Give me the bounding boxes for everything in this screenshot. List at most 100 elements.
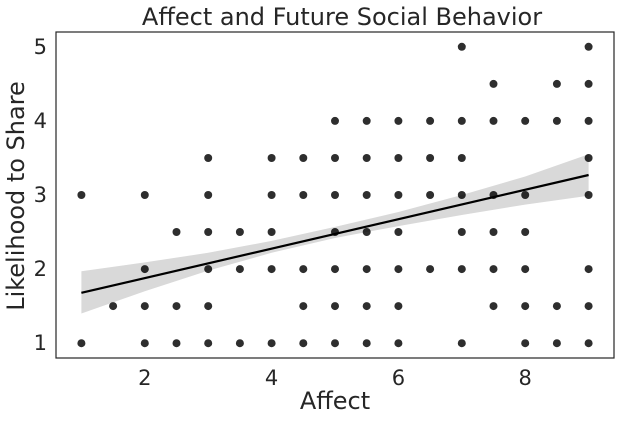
- scatter-point: [584, 42, 593, 51]
- scatter-point: [489, 228, 498, 236]
- scatter-point: [267, 265, 276, 274]
- scatter-point: [489, 79, 498, 88]
- scatter-point: [394, 154, 403, 162]
- plot-area: [77, 42, 593, 348]
- scatter-point: [521, 265, 530, 274]
- scatter-point: [172, 339, 181, 348]
- scatter-point: [521, 302, 530, 311]
- scatter-point: [362, 265, 371, 274]
- scatter-point: [394, 339, 403, 348]
- scatter-point: [331, 191, 339, 199]
- y-tick-label: 4: [34, 109, 47, 133]
- scatter-point: [552, 339, 561, 348]
- scatter-point: [584, 154, 593, 162]
- scatter-point: [457, 154, 466, 162]
- scatter-point: [457, 116, 466, 125]
- regression-line: [81, 173, 589, 294]
- y-tick-label: 1: [34, 331, 47, 355]
- scatter-point: [457, 339, 466, 348]
- scatter-point: [457, 42, 466, 51]
- scatter-point: [584, 265, 593, 274]
- scatter-point: [426, 116, 435, 125]
- y-tick-label: 5: [34, 35, 47, 59]
- scatter-point: [77, 339, 86, 348]
- scatter-point: [426, 191, 435, 199]
- scatter-point: [267, 339, 276, 348]
- scatter-point: [204, 154, 213, 162]
- scatter-point: [394, 228, 403, 236]
- chart-title: Affect and Future Social Behavior: [142, 3, 542, 31]
- scatter-point: [299, 302, 308, 311]
- scatter-point: [394, 191, 403, 199]
- scatter-point: [489, 302, 498, 311]
- scatter-point: [489, 116, 498, 125]
- scatter-point: [299, 154, 308, 162]
- scatter-point: [331, 265, 339, 274]
- scatter-point: [584, 191, 593, 199]
- scatter-point: [109, 302, 118, 311]
- x-tick-label: 2: [138, 366, 151, 390]
- scatter-point: [426, 265, 435, 274]
- scatter-point: [457, 228, 466, 236]
- scatter-point: [235, 228, 244, 236]
- scatter-point: [140, 302, 149, 311]
- scatter-point: [552, 79, 561, 88]
- scatter-point: [394, 265, 403, 274]
- scatter-point: [235, 265, 244, 274]
- scatter-point: [204, 228, 213, 236]
- x-tick-label: 6: [392, 366, 405, 390]
- x-axis-label: Affect: [300, 387, 370, 415]
- scatter-point: [267, 191, 276, 199]
- x-tick-label: 8: [519, 366, 532, 390]
- scatter-point: [521, 228, 530, 236]
- scatter-point: [584, 116, 593, 125]
- scatter-point: [140, 339, 149, 348]
- scatter-point: [204, 302, 213, 311]
- scatter-point: [489, 265, 498, 274]
- scatter-point: [299, 339, 308, 348]
- scatter-point: [394, 302, 403, 311]
- scatter-point: [521, 339, 530, 348]
- scatter-point: [77, 191, 86, 199]
- scatter-point: [362, 154, 371, 162]
- scatter-point: [267, 154, 276, 162]
- scatter-point: [362, 302, 371, 311]
- scatter-point: [584, 339, 593, 348]
- scatter-point: [331, 339, 339, 348]
- scatter-point: [140, 265, 149, 274]
- scatter-point: [362, 228, 371, 236]
- scatter-point: [172, 228, 181, 236]
- scatter-point: [457, 191, 466, 199]
- scatter-point: [552, 302, 561, 311]
- scatter-point: [426, 154, 435, 162]
- scatter-point: [331, 154, 339, 162]
- scatter-point: [521, 116, 530, 125]
- scatter-point: [172, 302, 181, 311]
- scatter-point: [331, 302, 339, 311]
- scatter-point: [362, 191, 371, 199]
- scatter-point: [394, 116, 403, 125]
- scatter-point: [204, 265, 213, 274]
- scatter-point: [584, 79, 593, 88]
- scatter-point: [299, 265, 308, 274]
- scatter-point: [204, 339, 213, 348]
- scatter-point: [331, 116, 339, 125]
- y-tick-label: 3: [34, 183, 47, 207]
- scatter-point: [457, 265, 466, 274]
- scatter-point: [552, 116, 561, 125]
- scatter-point: [140, 191, 149, 199]
- x-tick-label: 4: [265, 366, 278, 390]
- scatter-point: [521, 191, 530, 199]
- y-tick-label: 2: [34, 257, 47, 281]
- scatter-point: [362, 339, 371, 348]
- plot-frame: [55, 31, 615, 359]
- scatter-point: [299, 191, 308, 199]
- y-axis-label: Likelihood to Share: [2, 81, 30, 311]
- scatter-point: [267, 228, 276, 236]
- scatter-point: [584, 302, 593, 311]
- scatter-point: [204, 191, 213, 199]
- scatter-point: [235, 339, 244, 348]
- scatter-point: [362, 116, 371, 125]
